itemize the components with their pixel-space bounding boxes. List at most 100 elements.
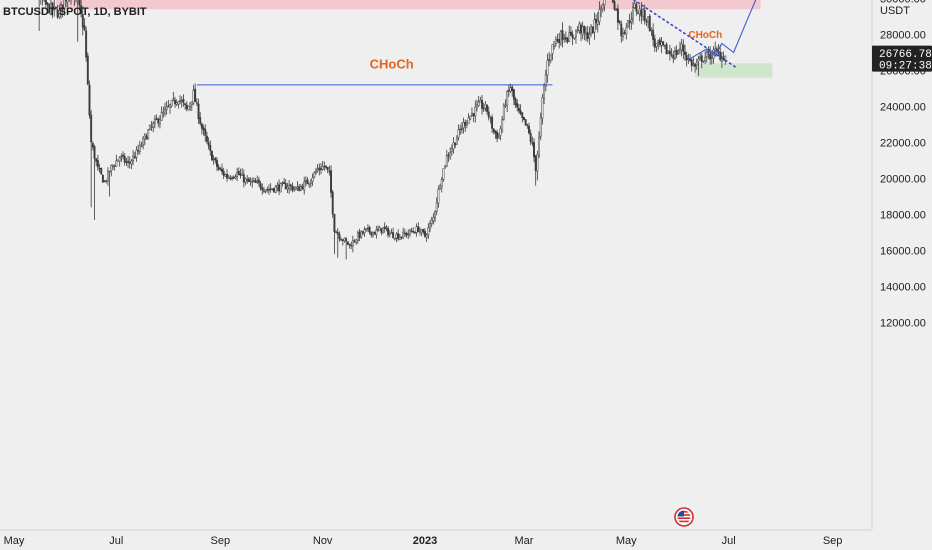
y-tick-label: 20000.00 bbox=[880, 174, 926, 186]
candle-body bbox=[593, 19, 596, 33]
candle-body bbox=[573, 37, 576, 39]
candle-body bbox=[482, 108, 485, 110]
candle-body bbox=[413, 232, 416, 234]
us-flag-icon[interactable] bbox=[674, 507, 694, 527]
candle-body bbox=[48, 4, 51, 14]
candle-body bbox=[682, 44, 685, 52]
candle-body bbox=[526, 124, 529, 126]
candle-body bbox=[677, 51, 680, 54]
candle-body bbox=[702, 60, 705, 63]
candle-body bbox=[321, 166, 324, 170]
candle-body bbox=[553, 41, 556, 47]
countdown-value: 09:27:38 bbox=[879, 61, 932, 73]
candle-body bbox=[494, 130, 497, 134]
candle-body bbox=[251, 181, 254, 183]
candle-body bbox=[432, 217, 435, 222]
candle-body bbox=[680, 43, 683, 51]
candle-body bbox=[543, 85, 546, 99]
candle-body bbox=[269, 188, 272, 190]
candle-body bbox=[127, 160, 130, 163]
candle-body bbox=[299, 186, 302, 191]
candle-body bbox=[133, 156, 136, 159]
candle-body bbox=[368, 227, 371, 233]
candle-body bbox=[115, 160, 118, 167]
candle-body bbox=[506, 91, 509, 107]
candle-body bbox=[672, 55, 675, 59]
candle-body bbox=[293, 188, 296, 190]
candle-body bbox=[657, 40, 660, 43]
candle-body bbox=[650, 29, 653, 31]
candle-body bbox=[249, 180, 252, 182]
candle-body bbox=[365, 228, 368, 231]
x-tick-label: Sep bbox=[823, 535, 843, 547]
candle-body bbox=[481, 99, 483, 109]
candle-body bbox=[229, 177, 232, 180]
candle-body bbox=[318, 167, 321, 170]
candle-body bbox=[65, 0, 67, 2]
candle-body bbox=[356, 232, 359, 241]
trend-dotted-line bbox=[632, 0, 737, 68]
candle-body bbox=[372, 231, 374, 236]
candle-body bbox=[534, 155, 537, 171]
candle-body bbox=[580, 24, 582, 34]
candle-body bbox=[273, 188, 275, 192]
candle-body bbox=[477, 101, 480, 107]
candle-body bbox=[694, 64, 697, 67]
candle-body bbox=[422, 229, 425, 233]
candle-body bbox=[211, 151, 213, 161]
candle-body bbox=[521, 112, 524, 118]
candle-body bbox=[311, 177, 314, 182]
candle-body bbox=[430, 219, 433, 224]
candle-body bbox=[152, 122, 155, 128]
candle-body bbox=[298, 186, 301, 192]
candle-body bbox=[288, 185, 291, 189]
candle-body bbox=[715, 48, 718, 52]
candle-body bbox=[583, 25, 586, 33]
candle-body bbox=[113, 165, 116, 168]
annotation-label: CHoCh bbox=[688, 30, 722, 41]
zone-weekly-sup bbox=[55, 0, 761, 10]
candle-body bbox=[529, 133, 532, 142]
candle-body bbox=[551, 44, 554, 54]
candle-body bbox=[153, 118, 156, 124]
candle-body bbox=[675, 49, 678, 56]
price-axis[interactable]: USDT 12000.00 14000.00 16000.00 18000.00 200… bbox=[871, 0, 932, 530]
y-tick-label: 12000.00 bbox=[880, 318, 926, 330]
candle-body bbox=[80, 5, 83, 15]
candle-body bbox=[403, 232, 406, 235]
candle-body bbox=[559, 31, 562, 44]
candle-body bbox=[539, 117, 542, 137]
candle-body bbox=[400, 236, 403, 238]
candle-body bbox=[246, 179, 249, 181]
candle-body bbox=[190, 101, 193, 106]
candle-body bbox=[120, 155, 123, 158]
candle-body bbox=[313, 172, 316, 178]
candle-body bbox=[301, 185, 304, 190]
candle-body bbox=[227, 176, 230, 179]
candle-body bbox=[304, 180, 307, 182]
candle-body bbox=[697, 58, 700, 62]
candle-body bbox=[123, 155, 126, 163]
candle-body bbox=[257, 179, 260, 184]
candle-body bbox=[125, 161, 128, 163]
candle-body bbox=[367, 227, 369, 230]
candle-body bbox=[407, 233, 410, 235]
time-axis[interactable]: May Jul Sep Nov 2023 Mar May Jul Sep bbox=[0, 529, 932, 550]
candle-body bbox=[328, 170, 331, 173]
candle-body bbox=[179, 100, 182, 102]
candle-body bbox=[450, 148, 453, 152]
candle-body bbox=[637, 12, 639, 14]
candle-body bbox=[326, 166, 329, 171]
candle-body bbox=[170, 100, 173, 107]
candle-body bbox=[51, 2, 54, 11]
candle-body bbox=[704, 57, 707, 61]
candle-body bbox=[658, 39, 661, 45]
candle-body bbox=[85, 30, 88, 58]
candle-body bbox=[484, 104, 487, 109]
candle-body bbox=[709, 53, 712, 60]
candle-body bbox=[212, 158, 215, 161]
zone-demand bbox=[695, 63, 773, 78]
